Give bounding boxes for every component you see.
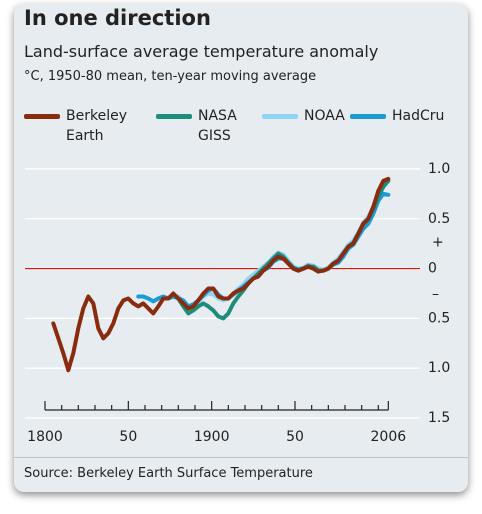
chart-title: In one direction	[24, 6, 211, 30]
x-tick-label: 50	[286, 429, 304, 445]
x-tick-label: 1800	[27, 429, 63, 445]
y-tick-label: 0.5	[428, 310, 450, 326]
x-tick-label: 50	[119, 429, 137, 445]
legend-item: Berkeley Earth	[24, 106, 146, 146]
legend-label: HadCru	[392, 108, 445, 124]
minus-sign: –	[432, 287, 439, 303]
legend-item: HadCru	[350, 106, 462, 126]
divider	[14, 457, 468, 458]
y-tick-label: 0	[428, 261, 437, 277]
x-tick-label: 2006	[371, 429, 407, 445]
legend-swatch	[262, 114, 298, 119]
chart-card: 1.0 0.5 0 0.5 1.0 1.5 + – 1800 50 1900 50 2006 In on…	[14, 4, 468, 492]
legend-item: NASA GISS	[156, 106, 254, 146]
series-line	[51, 176, 391, 373]
legend-item: NOAA	[262, 106, 364, 126]
y-tick-label: 1.5	[428, 410, 450, 426]
series-line	[176, 178, 391, 321]
chart-subtitle: Land-surface average temperature anomaly	[24, 42, 379, 61]
units-note: °C, 1950-80 mean, ten-year moving averag…	[24, 69, 317, 84]
series-line	[136, 191, 391, 309]
y-tick-label: 1.0	[428, 360, 450, 376]
legend-swatch	[156, 114, 192, 119]
y-tick-label: 1.0	[428, 161, 450, 177]
plus-sign: +	[432, 235, 444, 251]
plot: 1.0 0.5 0 0.5 1.0 1.5 + – 1800 50 1900 50 2006	[25, 161, 450, 445]
legend-label: Berkeley Earth	[66, 108, 127, 144]
legend-swatch	[350, 114, 386, 119]
legend-label: NASA GISS	[198, 108, 237, 144]
source-note: Source: Berkeley Earth Surface Temperatu…	[24, 466, 313, 481]
x-tick-label: 1900	[194, 429, 230, 445]
y-tick-label: 0.5	[428, 211, 450, 227]
legend-swatch	[24, 114, 60, 119]
legend-label: NOAA	[304, 108, 345, 124]
